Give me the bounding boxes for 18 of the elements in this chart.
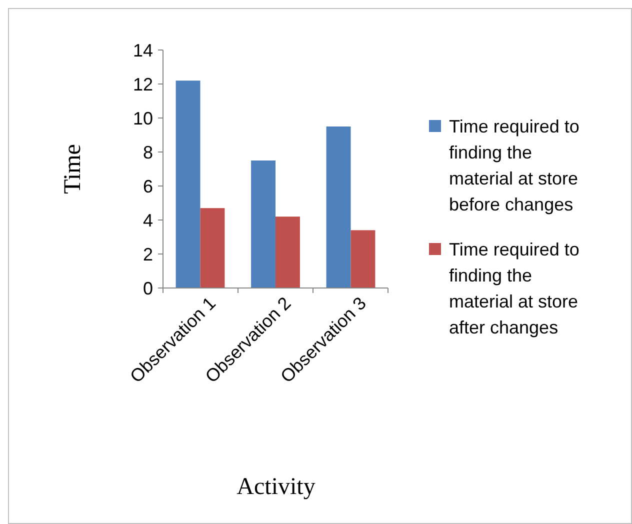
x-axis-title: Activity <box>236 474 316 500</box>
y-tick-label: 12 <box>132 74 153 94</box>
legend-label: Time required to finding the material at store before changes <box>449 116 580 214</box>
y-tick-label: 14 <box>132 40 153 60</box>
legend-label: Time required to finding the material at store after changes <box>449 239 580 338</box>
y-tick-label: 2 <box>142 244 153 264</box>
bar <box>176 80 200 288</box>
bar <box>326 126 351 288</box>
y-tick-label: 6 <box>142 176 153 196</box>
y-tick-label: 0 <box>142 278 153 298</box>
bar <box>251 160 276 288</box>
bar <box>350 230 376 288</box>
y-tick-label: 8 <box>142 142 153 162</box>
y-tick-label: 4 <box>142 210 153 230</box>
bar <box>200 208 225 288</box>
bar <box>276 216 300 288</box>
y-axis-title: Time <box>60 144 86 194</box>
y-tick-label: 10 <box>132 108 153 128</box>
